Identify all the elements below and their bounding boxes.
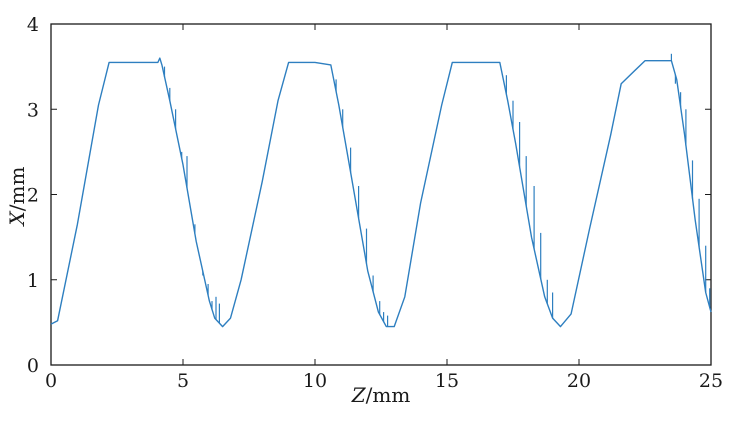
x-axis-label: Z/mm bbox=[351, 383, 411, 407]
x-tick-label: 25 bbox=[699, 370, 723, 392]
x-axis-label-unit: /mm bbox=[366, 383, 411, 407]
x-tick-label: 20 bbox=[567, 370, 591, 392]
y-tick-label: 0 bbox=[27, 355, 39, 377]
y-axis-label-unit: /mm bbox=[5, 167, 29, 212]
x-tick-label: 5 bbox=[177, 370, 189, 392]
y-tick-label: 4 bbox=[27, 14, 39, 36]
x-tick-label: 0 bbox=[45, 370, 57, 392]
plot-frame bbox=[50, 23, 712, 366]
y-tick-label: 3 bbox=[27, 99, 39, 121]
y-axis-label-variable: X bbox=[5, 210, 29, 227]
x-axis-label-variable: Z bbox=[351, 383, 367, 407]
data-line bbox=[50, 57, 712, 328]
x-tick-label: 10 bbox=[303, 370, 327, 392]
y-axis-label: X/mm bbox=[5, 167, 29, 228]
y-tick-label: 1 bbox=[27, 270, 39, 292]
axis-ticks bbox=[50, 23, 712, 366]
y-tick-label: 2 bbox=[27, 185, 39, 207]
noise-spikes bbox=[163, 53, 711, 327]
x-tick-label: 15 bbox=[435, 370, 459, 392]
tick-labels: 0 5 10 15 20 25 0 1 2 3 4 bbox=[27, 14, 723, 392]
